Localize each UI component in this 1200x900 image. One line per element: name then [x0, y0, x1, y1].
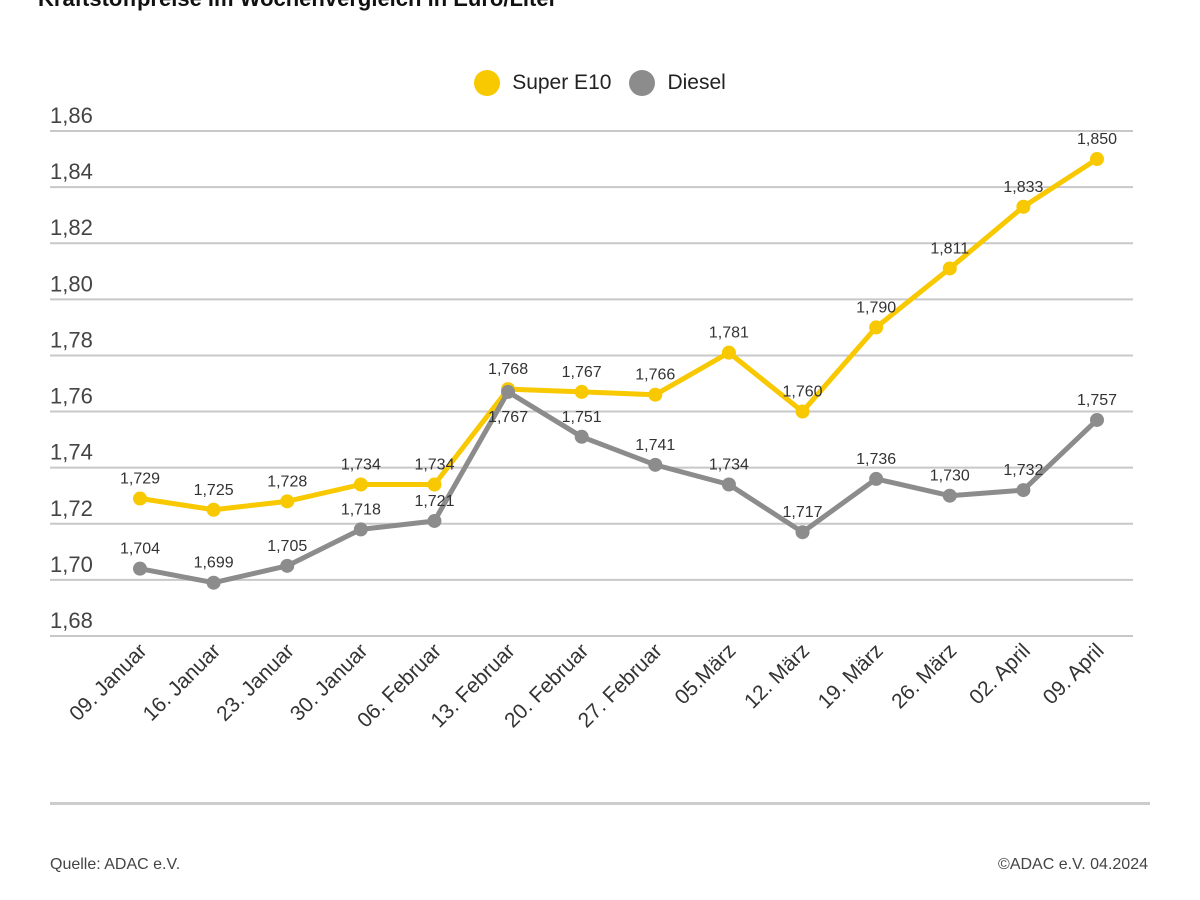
data-label: 1,704 [120, 541, 160, 558]
data-label: 1,729 [120, 471, 160, 488]
data-point [574, 384, 589, 399]
data-point [280, 558, 295, 573]
legend: Super E10 Diesel [0, 70, 1200, 96]
data-label: 1,728 [267, 473, 307, 490]
data-point [206, 502, 221, 517]
legend-item-super-e10: Super E10 [474, 70, 611, 96]
data-point [133, 561, 147, 576]
y-tick-label: 1,80 [50, 271, 93, 296]
data-point [648, 387, 663, 402]
data-point [648, 457, 663, 472]
divider [50, 802, 1150, 805]
y-tick-label: 1,68 [50, 608, 93, 633]
y-tick-label: 1,78 [50, 327, 93, 352]
data-label: 1,741 [635, 437, 675, 454]
data-label: 1,850 [1077, 131, 1117, 148]
data-label: 1,766 [635, 367, 675, 384]
x-tick-label: 12. März [740, 639, 814, 713]
x-tick-label: 19. März [814, 639, 888, 713]
data-point [1016, 483, 1031, 498]
data-point [942, 261, 957, 276]
data-point [1090, 412, 1104, 427]
legend-marker [474, 70, 501, 96]
copyright-note: ©ADAC e.V. 04.2024 [998, 856, 1148, 873]
data-point [427, 513, 442, 528]
y-tick-label: 1,86 [50, 103, 93, 128]
data-label: 1,736 [856, 451, 896, 468]
y-tick-label: 1,70 [50, 552, 93, 577]
data-point [1090, 152, 1104, 167]
chart-title: Kraftstoffpreise im Wochenvergleich in E… [38, 0, 557, 12]
data-label: 1,730 [930, 468, 970, 485]
data-label: 1,757 [1077, 392, 1117, 409]
data-label: 1,790 [856, 299, 896, 316]
data-point [501, 384, 516, 399]
x-tick-label: 09. Januar [65, 639, 151, 725]
x-tick-label: 09. April [1039, 639, 1109, 709]
data-point [574, 429, 589, 444]
data-point [427, 477, 442, 492]
data-label: 1,699 [194, 555, 234, 572]
data-label: 1,767 [488, 409, 528, 426]
legend-label: Super E10 [512, 71, 612, 94]
data-point [280, 494, 295, 509]
data-point [353, 522, 368, 537]
data-label: 1,833 [1003, 179, 1043, 196]
x-tick-label: 02. April [965, 639, 1035, 709]
legend-marker [629, 70, 656, 96]
data-label: 1,717 [783, 504, 823, 521]
data-point [869, 320, 884, 335]
data-label: 1,734 [341, 457, 381, 474]
data-label: 1,721 [414, 493, 454, 510]
data-label: 1,734 [709, 457, 749, 474]
data-point [133, 491, 147, 506]
data-label: 1,732 [1003, 462, 1043, 479]
data-label: 1,768 [488, 361, 528, 378]
x-tick-label: 26. März [887, 639, 961, 713]
data-label: 1,781 [709, 325, 749, 342]
data-point [795, 404, 810, 419]
data-point [353, 477, 368, 492]
data-point [869, 471, 884, 486]
data-point [206, 575, 221, 590]
x-tick-label: 23. Januar [212, 639, 298, 725]
data-point [721, 477, 736, 492]
data-point [721, 345, 736, 360]
data-label: 1,751 [562, 409, 602, 426]
data-label: 1,811 [930, 240, 969, 257]
data-label: 1,705 [267, 538, 307, 555]
line-chart: 1,68 1,70 1,72 1,74 1,76 1,78 1,80 1,82 1,84 1,86… [50, 103, 1133, 732]
x-tick-label: 05.März [671, 639, 741, 709]
y-tick-label: 1,72 [50, 496, 93, 521]
data-point [1016, 199, 1031, 214]
data-label: 1,725 [194, 482, 234, 499]
data-point [942, 488, 957, 503]
data-label: 1,718 [341, 501, 381, 518]
y-tick-label: 1,76 [50, 384, 93, 409]
series-line-0 [139, 156, 1099, 513]
legend-label: Diesel [667, 71, 726, 94]
y-tick-label: 1,84 [50, 159, 93, 184]
x-tick-label: 16. Januar [139, 639, 225, 725]
data-point [795, 525, 810, 540]
y-tick-label: 1,82 [50, 215, 93, 240]
data-label: 1,767 [562, 364, 602, 381]
source-note: Quelle: ADAC e.V. [50, 856, 181, 873]
y-tick-label: 1,74 [50, 440, 93, 465]
legend-item-diesel: Diesel [629, 70, 726, 96]
series-line-1 [139, 389, 1099, 586]
data-label: 1,760 [783, 384, 823, 401]
data-label: 1,734 [414, 457, 454, 474]
